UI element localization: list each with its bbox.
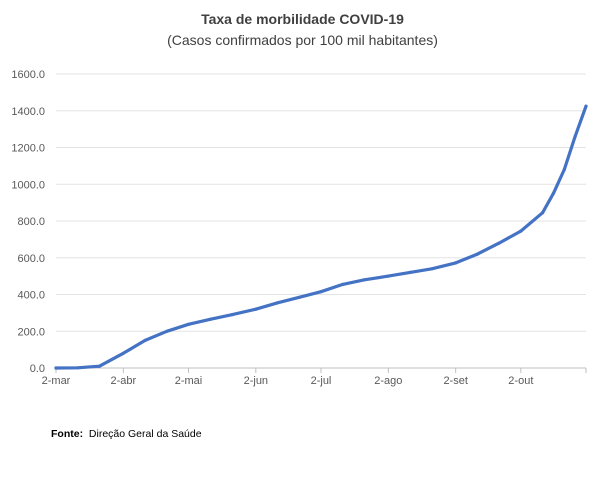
data-point [573,134,577,139]
data-point [519,229,523,233]
y-tick-label: 200.0 [17,326,45,338]
data-point [121,351,125,355]
y-tick-label: 1200.0 [11,143,45,155]
y-tick-label: 1600.0 [11,69,45,81]
data-point [76,366,80,370]
y-tick-label: 400.0 [17,290,45,302]
data-point [208,317,212,321]
x-tick-label: 2-mai [175,375,203,387]
data-point [497,241,501,245]
series-group [54,104,588,370]
source-text: Direção Geral da Saúde [88,428,202,440]
data-point [454,261,458,265]
y-axis-ticks: 0.0 200.0 400.0 600.0 800.0 1000.0 1200.0 1400.… [11,69,45,375]
data-point [408,270,412,274]
data-point [186,322,191,326]
x-tick-label: 2-abr [110,375,136,387]
y-tick-label: 1400.0 [11,106,45,118]
data-point [362,278,366,282]
x-tick-label: 2-jul [311,375,332,387]
data-point [276,301,280,305]
source-note: Fonte: Direção Geral da Saúde [51,428,202,440]
data-point [254,307,258,311]
series-line [54,104,588,370]
x-tick-label: 2-ago [374,375,402,387]
data-point [230,313,234,317]
y-tick-label: 1000.0 [11,179,45,191]
y-tick-label: 600.0 [17,253,45,265]
data-point [341,282,345,286]
y-tick-label: 800.0 [17,216,45,228]
data-point [584,104,588,108]
data-point [165,329,169,333]
chart-subtitle: (Casos confirmados por 100 mil habitante… [167,32,438,48]
x-axis-ticks: 2-mar 2-abr 2-mai 2-jun 2-jul 2-ago 2-set 2-out [42,368,587,387]
x-tick-label: 2-jun [244,375,268,387]
data-point [297,295,301,299]
y-tick-label: 0.0 [30,363,45,375]
data-point [430,267,434,271]
data-point [475,252,479,256]
data-point [319,290,323,294]
data-point [143,338,147,342]
data-point [551,191,556,195]
data-point [54,366,58,370]
data-point [541,211,545,215]
data-point [562,167,566,172]
x-tick-label: 2-out [508,375,533,387]
data-point [97,364,101,368]
source-label: Fonte: [51,428,84,440]
x-tick-label: 2-set [443,375,467,387]
x-tick-label: 2-mar [42,375,71,387]
data-point [386,274,390,278]
chart-title: Taxa de morbilidade COVID-19 [201,11,404,27]
grid-lines [56,73,586,332]
